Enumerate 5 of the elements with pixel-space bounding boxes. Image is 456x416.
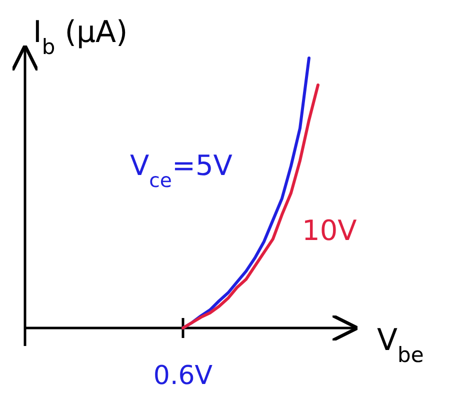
y-axis-title: I$_{b}$ (μA) [33, 15, 128, 59]
series-label: V$_{ce}$=5V [130, 149, 232, 192]
text: 0.6V [153, 361, 213, 391]
x-axis-title: V$_{be}$ [377, 323, 424, 367]
series-label: 10V [302, 214, 357, 247]
